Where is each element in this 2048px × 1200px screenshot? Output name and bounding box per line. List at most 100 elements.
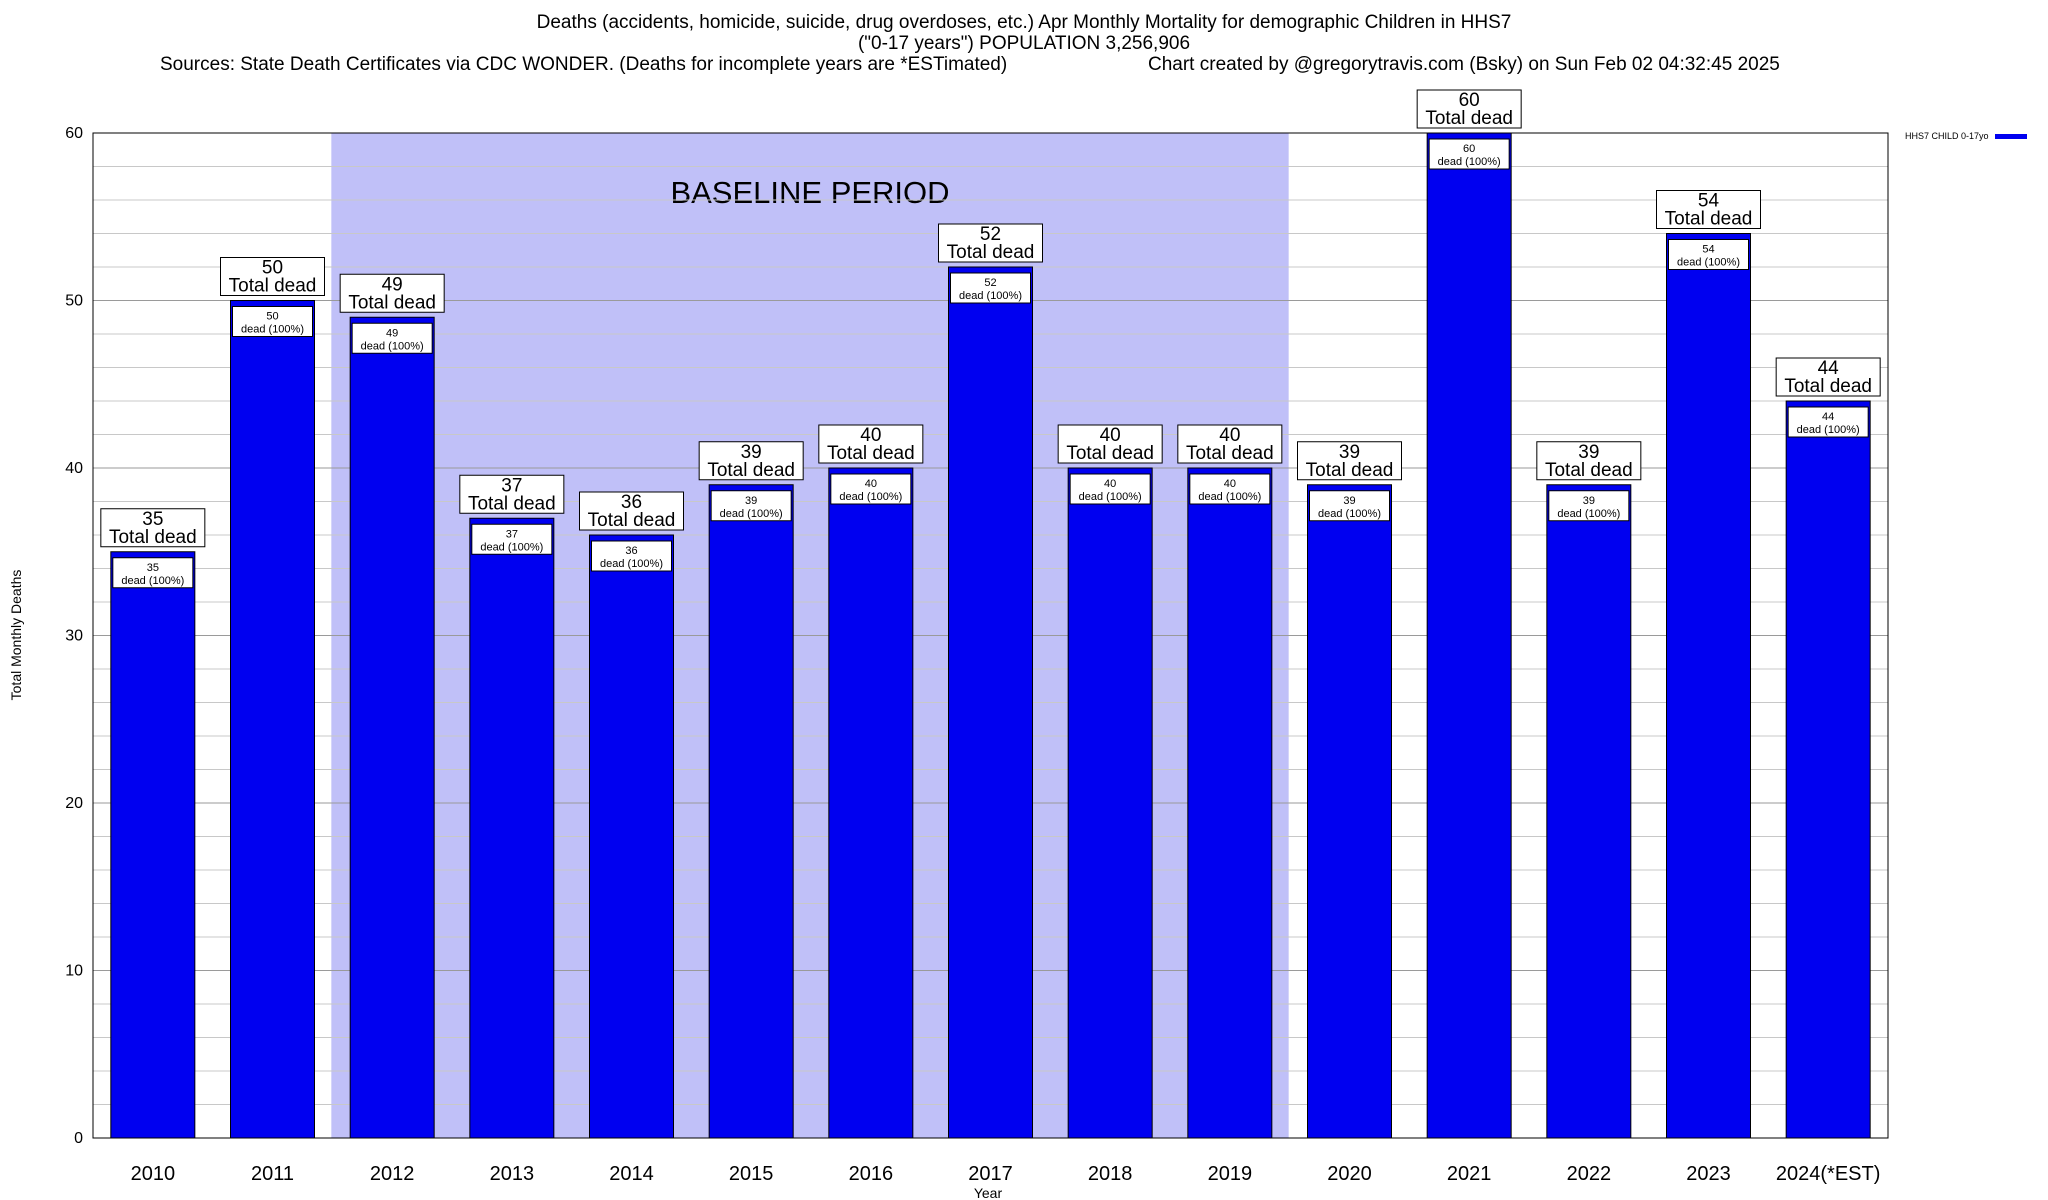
total-label-box — [698, 441, 804, 481]
total-dead-label: Total dead — [1186, 443, 1274, 464]
bar — [110, 551, 196, 1139]
total-dead-label: Total dead — [348, 292, 436, 313]
total-label-box — [1057, 424, 1163, 464]
baseline-period-label: BASELINE PERIOD — [670, 175, 949, 210]
y-axis-label: Total Monthly Deaths — [8, 570, 24, 701]
inner-value-label: 35 — [147, 562, 159, 574]
title-line-1: Deaths (accidents, homicide, suicide, dr… — [536, 12, 1512, 33]
inner-percent-label: dead (100%) — [1318, 508, 1381, 520]
total-dead-label: Total dead — [1545, 460, 1633, 481]
total-label-box — [459, 474, 565, 514]
total-label-box — [1177, 424, 1283, 464]
bar — [230, 300, 315, 1139]
total-value-label: 40 — [1100, 425, 1121, 446]
total-value-label: 60 — [1459, 90, 1480, 111]
inner-percent-label: dead (100%) — [1557, 508, 1620, 520]
bar — [1546, 484, 1632, 1139]
x-tick-label: 2017 — [968, 1163, 1013, 1185]
total-dead-label: Total dead — [468, 493, 556, 514]
inner-percent-label: dead (100%) — [839, 491, 902, 503]
sources-note: Sources: State Death Certificates via CD… — [160, 54, 1008, 75]
inner-label-box — [591, 540, 672, 572]
inner-label-box — [112, 557, 194, 589]
total-value-label: 54 — [1698, 191, 1720, 212]
inner-label-box — [1548, 490, 1630, 522]
inner-percent-label: dead (100%) — [720, 508, 783, 520]
total-dead-label: Total dead — [827, 443, 915, 464]
inner-label-box — [950, 272, 1031, 304]
total-value-label: 37 — [501, 475, 522, 496]
bar — [1187, 467, 1273, 1139]
total-dead-label: Total dead — [229, 276, 317, 297]
x-tick-label: 2023 — [1686, 1163, 1731, 1185]
inner-percent-label: dead (100%) — [241, 324, 304, 336]
x-tick-label: 2021 — [1447, 1163, 1492, 1185]
total-dead-label: Total dead — [1066, 443, 1154, 464]
x-tick-label: 2013 — [490, 1163, 535, 1185]
inner-label-box — [1309, 490, 1390, 522]
inner-percent-label: dead (100%) — [1677, 257, 1740, 269]
y-tick-label: 40 — [65, 460, 83, 477]
inner-value-label: 39 — [745, 495, 757, 507]
total-value-label: 40 — [860, 425, 881, 446]
total-value-label: 39 — [1339, 442, 1360, 463]
x-tick-label: 2019 — [1208, 1163, 1253, 1185]
inner-label-box — [1668, 239, 1749, 270]
bar — [1067, 467, 1153, 1139]
inner-value-label: 37 — [506, 528, 518, 540]
inner-label-box — [1189, 473, 1271, 505]
inner-value-label: 54 — [1702, 244, 1714, 256]
inner-value-label: 49 — [386, 327, 398, 339]
inner-percent-label: dead (100%) — [1797, 424, 1860, 436]
x-tick-label: 2020 — [1327, 1163, 1372, 1185]
total-value-label: 49 — [382, 274, 403, 295]
x-tick-label: 2016 — [849, 1163, 894, 1185]
total-dead-label: Total dead — [1665, 209, 1753, 230]
inner-label-box — [1428, 138, 1510, 170]
inner-value-label: 39 — [1343, 495, 1355, 507]
inner-label-box — [710, 490, 792, 522]
total-dead-label: Total dead — [109, 527, 197, 548]
y-tick-label: 50 — [65, 293, 83, 310]
x-tick-label: 2024(*EST) — [1776, 1163, 1881, 1185]
total-label-box — [220, 257, 325, 296]
total-value-label: 36 — [621, 492, 642, 513]
y-tick-label: 10 — [65, 963, 83, 980]
y-tick-label: 60 — [65, 125, 83, 142]
bar — [469, 517, 555, 1139]
inner-percent-label: dead (100%) — [600, 558, 663, 570]
inner-label-box — [1787, 406, 1869, 438]
inner-value-label: 44 — [1822, 411, 1834, 423]
bar — [1307, 484, 1392, 1139]
total-dead-label: Total dead — [1306, 460, 1394, 481]
inner-percent-label: dead (100%) — [959, 290, 1022, 302]
inner-percent-label: dead (100%) — [480, 541, 543, 553]
chart-title: Deaths (accidents, homicide, suicide, dr… — [0, 12, 2048, 54]
total-value-label: 35 — [142, 509, 163, 530]
x-tick-label: 2011 — [251, 1163, 294, 1185]
legend-swatch — [1994, 133, 2027, 139]
bar — [589, 534, 674, 1139]
total-value-label: 52 — [980, 224, 1001, 245]
x-tick-label: 2014 — [609, 1163, 654, 1185]
total-label-box — [1775, 357, 1881, 397]
total-dead-label: Total dead — [707, 460, 795, 481]
total-dead-label: Total dead — [1425, 108, 1513, 129]
total-dead-label: Total dead — [1784, 376, 1872, 397]
bar — [708, 484, 794, 1139]
y-tick-label: 0 — [74, 1130, 83, 1147]
title-line-2: ("0-17 years") POPULATION 3,256,906 — [857, 33, 1191, 54]
inner-label-box — [351, 322, 433, 354]
total-label-box — [938, 223, 1043, 263]
bar — [948, 266, 1033, 1139]
total-label-box — [1656, 190, 1761, 229]
y-tick-label: 20 — [65, 795, 83, 812]
total-label-box — [339, 273, 445, 313]
inner-percent-label: dead (100%) — [1198, 491, 1261, 503]
bar — [1666, 233, 1751, 1139]
legend-label: HHS7 CHILD 0-17yo — [1905, 131, 1989, 141]
bar — [828, 467, 914, 1139]
x-tick-label: 2012 — [370, 1163, 415, 1185]
inner-percent-label: dead (100%) — [361, 340, 424, 352]
total-label-box — [1536, 441, 1642, 481]
